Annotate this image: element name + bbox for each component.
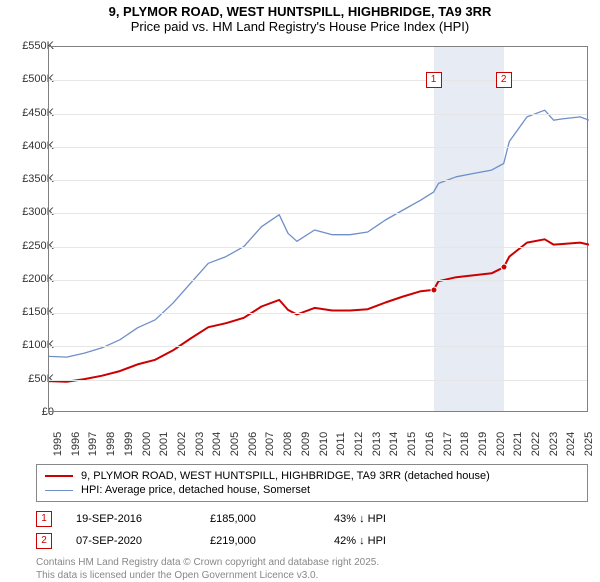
gridline bbox=[49, 247, 587, 248]
x-tick-label: 2018 bbox=[459, 432, 471, 456]
x-tick-label: 2024 bbox=[565, 432, 577, 456]
x-tick-label: 2022 bbox=[530, 432, 542, 456]
x-tick-label: 2025 bbox=[583, 432, 595, 456]
x-tick-label: 2017 bbox=[442, 432, 454, 456]
x-axis-ticks: 1995 1996 1997 1998 1999 2000 2001 2002 2003 2004… bbox=[48, 414, 588, 464]
x-tick-label: 2015 bbox=[406, 432, 418, 456]
x-tick-label: 1995 bbox=[52, 432, 64, 456]
attrib-line1: Contains HM Land Registry data © Crown c… bbox=[36, 556, 588, 569]
sale-delta: 43% ↓ HPI bbox=[334, 513, 386, 525]
x-tick-label: 2010 bbox=[318, 432, 330, 456]
series-price bbox=[49, 239, 589, 381]
plot-svg bbox=[49, 47, 589, 413]
plot-area: 12 bbox=[48, 46, 588, 412]
chart-subtitle: Price paid vs. HM Land Registry's House … bbox=[0, 19, 600, 34]
legend-label: 9, PLYMOR ROAD, WEST HUNTSPILL, HIGHBRID… bbox=[81, 470, 490, 482]
sale-row: 2 07-SEP-2020 £219,000 42% ↓ HPI bbox=[36, 530, 588, 552]
x-tick-label: 1996 bbox=[70, 432, 82, 456]
gridline bbox=[49, 280, 587, 281]
sales-table: 1 19-SEP-2016 £185,000 43% ↓ HPI 2 07-SEP-202… bbox=[36, 508, 588, 552]
x-tick-label: 2011 bbox=[335, 432, 347, 456]
gridline bbox=[49, 313, 587, 314]
gridline bbox=[49, 346, 587, 347]
x-tick-label: 2023 bbox=[548, 432, 560, 456]
x-tick-label: 2013 bbox=[371, 432, 383, 456]
sale-delta: 42% ↓ HPI bbox=[334, 535, 386, 547]
x-tick-label: 2012 bbox=[353, 432, 365, 456]
sale-price: £185,000 bbox=[210, 513, 310, 525]
x-tick-label: 2019 bbox=[477, 432, 489, 456]
sale-number: 1 bbox=[36, 511, 52, 527]
legend: 9, PLYMOR ROAD, WEST HUNTSPILL, HIGHBRID… bbox=[36, 464, 588, 502]
x-tick-label: 2014 bbox=[388, 432, 400, 456]
legend-label: HPI: Average price, detached house, Some… bbox=[81, 484, 310, 496]
chart-container: 9, PLYMOR ROAD, WEST HUNTSPILL, HIGHBRID… bbox=[0, 0, 600, 560]
gridline bbox=[49, 213, 587, 214]
x-tick-label: 2007 bbox=[264, 432, 276, 456]
below-chart: 9, PLYMOR ROAD, WEST HUNTSPILL, HIGHBRID… bbox=[36, 462, 588, 582]
x-tick-label: 2008 bbox=[282, 432, 294, 456]
x-tick-label: 2006 bbox=[247, 432, 259, 456]
x-tick-label: 2020 bbox=[495, 432, 507, 456]
sale-marker bbox=[430, 286, 437, 293]
x-tick-label: 2000 bbox=[141, 432, 153, 456]
legend-row: 9, PLYMOR ROAD, WEST HUNTSPILL, HIGHBRID… bbox=[45, 469, 579, 483]
x-tick-label: 2003 bbox=[194, 432, 206, 456]
gridline bbox=[49, 380, 587, 381]
x-tick-label: 2021 bbox=[512, 432, 524, 456]
sale-date: 19-SEP-2016 bbox=[76, 513, 186, 525]
sale-marker bbox=[500, 264, 507, 271]
attrib-line2: This data is licensed under the Open Gov… bbox=[36, 569, 588, 582]
gridline bbox=[49, 114, 587, 115]
chart-title: 9, PLYMOR ROAD, WEST HUNTSPILL, HIGHBRID… bbox=[0, 0, 600, 19]
legend-swatch bbox=[45, 475, 73, 477]
x-tick-label: 2009 bbox=[300, 432, 312, 456]
callout-2: 2 bbox=[496, 72, 512, 88]
x-tick-label: 1997 bbox=[87, 432, 99, 456]
sale-price: £219,000 bbox=[210, 535, 310, 547]
legend-swatch bbox=[45, 490, 73, 491]
x-tick-label: 2004 bbox=[211, 432, 223, 456]
gridline bbox=[49, 147, 587, 148]
sale-date: 07-SEP-2020 bbox=[76, 535, 186, 547]
x-tick-label: 1998 bbox=[105, 432, 117, 456]
x-tick-label: 2001 bbox=[158, 432, 170, 456]
x-tick-label: 2002 bbox=[176, 432, 188, 456]
legend-row: HPI: Average price, detached house, Some… bbox=[45, 483, 579, 497]
gridline bbox=[49, 180, 587, 181]
sale-row: 1 19-SEP-2016 £185,000 43% ↓ HPI bbox=[36, 508, 588, 530]
sale-number: 2 bbox=[36, 533, 52, 549]
x-tick-label: 2016 bbox=[424, 432, 436, 456]
x-tick-label: 2005 bbox=[229, 432, 241, 456]
x-tick-label: 1999 bbox=[123, 432, 135, 456]
callout-1: 1 bbox=[426, 72, 442, 88]
